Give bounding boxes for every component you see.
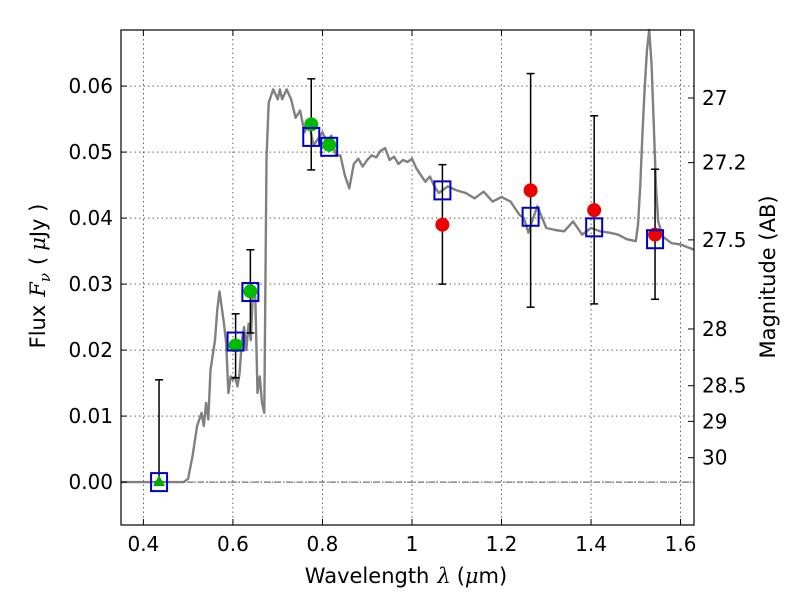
y-tick-label: 0.01 [68,404,113,428]
observed-points [153,117,663,487]
y-tick-label: 0.06 [68,74,113,98]
x-axis-label: Wavelength λ (μm) [305,564,507,588]
error-bars [155,72,660,483]
x-tick-label: 1.4 [575,532,607,556]
observed-point [304,117,319,132]
x-tick-label: 1.2 [486,532,518,556]
x-tick-label: 0.4 [127,532,159,556]
observed-point [523,183,538,198]
right-tick-label: 27.5 [702,228,747,252]
right-tick-label: 28.5 [702,374,747,398]
right-tick-label: 28 [702,317,727,341]
observed-point [322,137,337,152]
observed-upper-limit-point [153,475,166,487]
model-photometry-square [585,217,604,238]
right-tick-label: 27 [702,86,727,110]
observed-point [435,217,450,232]
y-axis-label: FluxFν(μJy ) [26,204,54,349]
x-tick-label: 0.8 [307,532,339,556]
model-photometry-square [646,229,665,250]
observed-point [243,284,258,299]
model-photometry-points [150,126,665,493]
right-tick-label: 29 [702,409,727,433]
x-tick-label: 0.6 [217,532,249,556]
y-tick-label: 0.03 [68,272,113,296]
model-sed-line [121,28,695,484]
axis-ticks: 0.4 0.6 0.8 1 1.2 1.4 1.6 0.00 0.01 0.02 0.03 0.04 0… [68,30,747,556]
model-sed-series [121,28,695,484]
x-tick-label: 1.6 [665,532,697,556]
model-photometry-square [320,136,339,157]
x-tick-label: 1 [406,532,419,556]
model-photometry-square [433,180,452,201]
model-photometry-square [241,282,260,303]
model-photometry-square [150,472,169,493]
right-axis-label: Magnitude (AB) [756,195,780,358]
y-tick-label: 0.04 [68,206,113,230]
observed-point [587,203,602,218]
y-tick-label: 0.00 [68,470,113,494]
right-tick-label: 30 [702,446,727,470]
observed-point [228,338,243,353]
y-tick-label: 0.05 [68,140,113,164]
model-photometry-square [226,331,245,352]
model-photometry-square [302,126,321,147]
plot-frame [120,29,695,526]
grid-lines [121,30,694,525]
y-tick-label: 0.02 [68,338,113,362]
model-photometry-square [521,206,540,227]
right-tick-label: 27.2 [702,151,747,175]
